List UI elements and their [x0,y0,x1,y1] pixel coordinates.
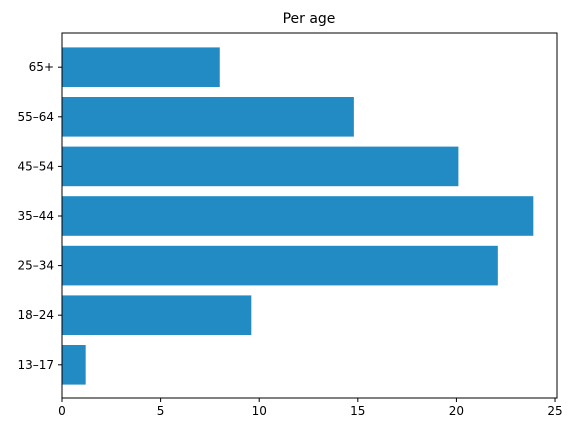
bar-13–17 [62,345,86,385]
x-tick-label: 25 [547,404,562,418]
y-tick-label: 55–64 [17,110,54,124]
bar-25–34 [62,245,498,286]
y-tick-label: 13–17 [17,358,54,372]
x-tick-label: 0 [58,404,66,418]
bar-65+ [62,47,220,87]
x-tick-label: 20 [449,404,464,418]
bar-45–54 [62,146,459,187]
bar-18–24 [62,295,252,335]
y-tick-label: 25–34 [17,259,54,273]
y-axis: 13–17 18–24 25–34 35–44 45–54 55–64 65+ [17,60,62,372]
y-tick-label: 65+ [29,60,54,74]
bar-35–44 [62,196,534,236]
y-tick-label: 35–44 [17,209,54,223]
bar-55–64 [62,97,354,137]
x-tick-label: 10 [252,404,267,418]
bars-group [62,47,534,385]
x-tick-label: 15 [350,404,365,418]
chart-title: Per age [283,11,336,27]
x-tick-label: 5 [157,404,165,418]
y-tick-label: 45–54 [17,159,54,173]
x-axis: 0 5 10 15 20 25 [58,398,563,418]
y-tick-label: 18–24 [17,308,54,322]
